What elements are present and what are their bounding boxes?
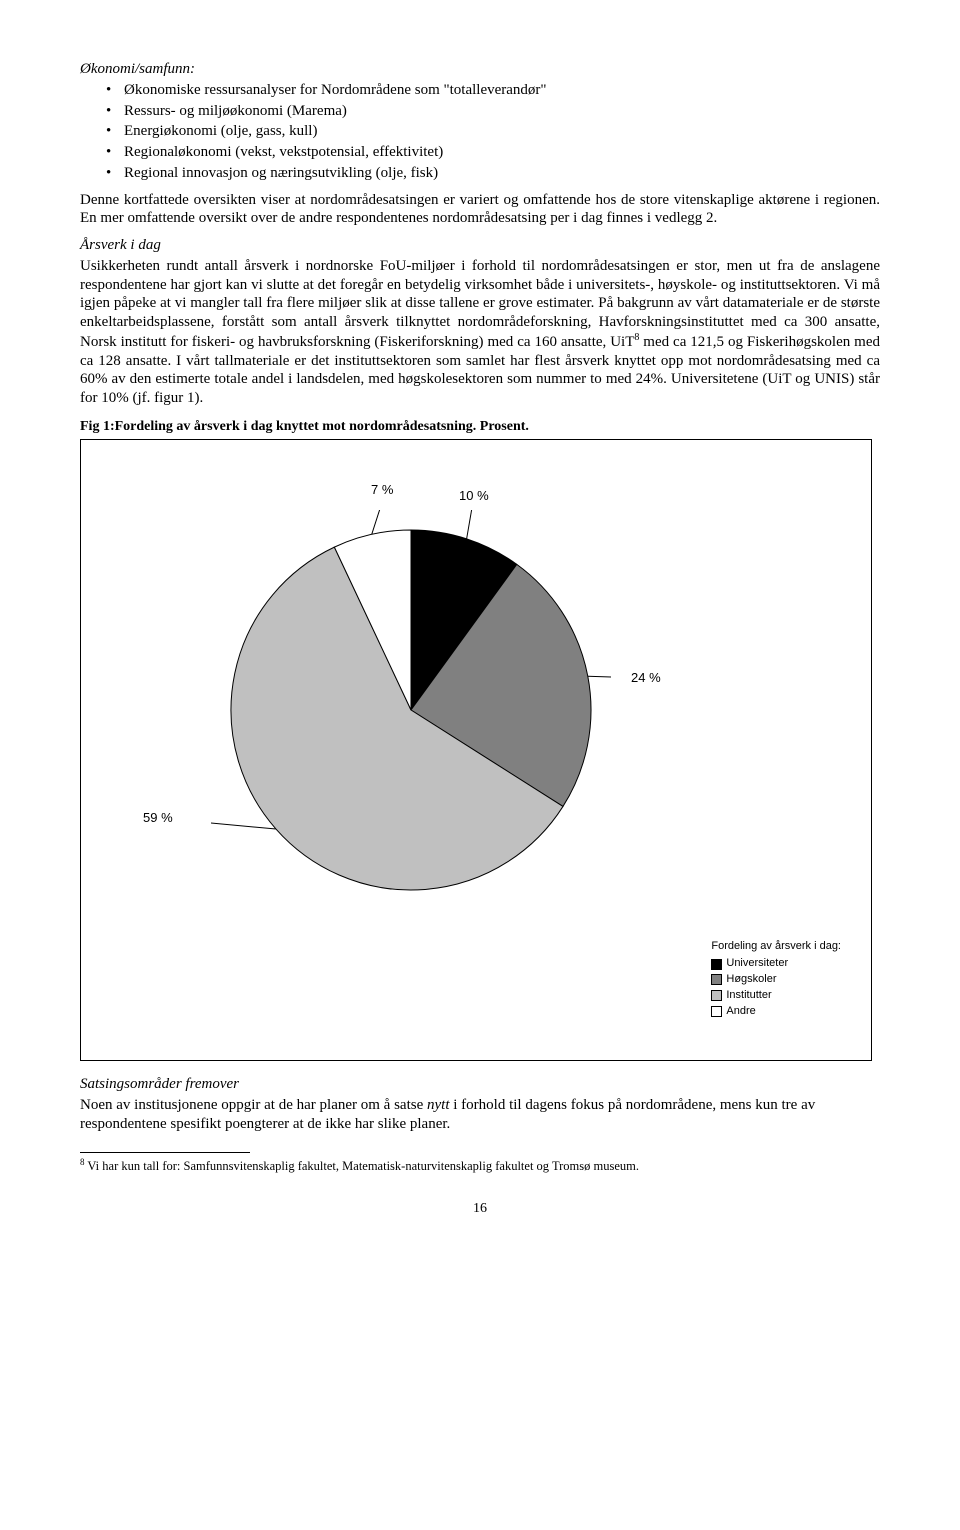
footnote: 8 Vi har kun tall for: Samfunnsvitenskap… (80, 1157, 880, 1174)
section-heading-satsing: Satsingsområder fremover (80, 1075, 880, 1094)
legend-swatch (711, 959, 722, 970)
legend-swatch (711, 974, 722, 985)
section-heading-arsverk: Årsverk i dag (80, 236, 880, 255)
list-item: Økonomiske ressursanalyser for Nordområd… (106, 81, 880, 100)
list-item: Ressurs- og miljøøkonomi (Marema) (106, 102, 880, 121)
page-number: 16 (80, 1200, 880, 1218)
legend-item: Universiteter (711, 957, 841, 971)
legend-label: Høgskoler (726, 973, 776, 987)
legend-label: Andre (726, 1005, 755, 1019)
list-item: Regional innovasjon og næringsutvikling … (106, 164, 880, 183)
legend-title: Fordeling av årsverk i dag: (711, 940, 841, 954)
section-heading-economy: Økonomi/samfunn: (80, 60, 880, 79)
list-item: Energiøkonomi (olje, gass, kull) (106, 122, 880, 141)
emphasis-nytt: nytt (427, 1097, 450, 1113)
footnote-rule (80, 1152, 250, 1153)
paragraph-overview: Denne kortfattede oversikten viser at no… (80, 191, 880, 229)
legend-item: Høgskoler (711, 973, 841, 987)
pie-label-10: 10 % (459, 488, 489, 504)
legend-swatch (711, 990, 722, 1001)
chart-legend: Fordeling av årsverk i dag: Universitete… (711, 940, 841, 1021)
pie-label-7: 7 % (371, 482, 393, 498)
paragraph-text: Noen av institusjonene oppgir at de har … (80, 1097, 427, 1113)
paragraph-satsing: Noen av institusjonene oppgir at de har … (80, 1096, 880, 1134)
list-item: Regionaløkonomi (vekst, vekstpotensial, … (106, 143, 880, 162)
legend-swatch (711, 1006, 722, 1017)
footnote-text: Vi har kun tall for: Samfunnsvitenskapli… (85, 1159, 640, 1173)
bullet-list: Økonomiske ressursanalyser for Nordområd… (80, 81, 880, 183)
legend-label: Institutter (726, 989, 771, 1003)
pie-chart-frame: 7 % 10 % 24 % 59 % Fordeling av årsverk … (80, 439, 872, 1061)
legend-label: Universiteter (726, 957, 788, 971)
pie-chart (211, 510, 611, 910)
paragraph-arsverk: Usikkerheten rundt antall årsverk i nord… (80, 257, 880, 408)
pie-label-24: 24 % (631, 670, 661, 686)
figure-caption: Fig 1:Fordeling av årsverk i dag knyttet… (80, 418, 880, 436)
legend-item: Institutter (711, 989, 841, 1003)
legend-item: Andre (711, 1005, 841, 1019)
pie-label-59: 59 % (143, 810, 173, 826)
